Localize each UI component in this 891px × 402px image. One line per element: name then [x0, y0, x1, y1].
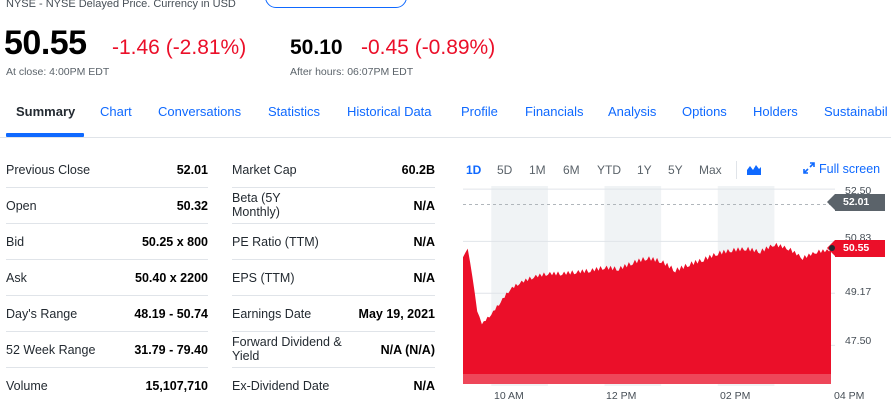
table-row: 52 Week Range 31.79 - 79.40: [6, 332, 208, 368]
price-chart[interactable]: [463, 186, 835, 386]
tab-conversations[interactable]: Conversations: [158, 104, 242, 119]
stat-label: Earnings Date: [232, 307, 312, 321]
range-5d-button[interactable]: 5D: [497, 163, 513, 177]
quote-tabs: Summary Chart Conversations Statistics H…: [0, 98, 891, 138]
stat-value: N/A: [413, 379, 435, 393]
range-6m-button[interactable]: 6M: [563, 163, 580, 177]
stat-value: N/A: [413, 235, 435, 249]
x-tick-label: 02 PM: [720, 390, 751, 402]
y-tick-label: 49.17: [845, 286, 872, 298]
price-area: [463, 242, 831, 384]
stat-value: 50.25 x 800: [141, 235, 208, 249]
stat-value: N/A: [413, 271, 435, 285]
expand-arrows-icon: [803, 162, 815, 174]
stat-value: 52.01: [176, 163, 208, 177]
stat-label: 52 Week Range: [6, 343, 96, 357]
table-row: Day's Range 48.19 - 50.74: [6, 296, 208, 332]
x-tick-label: 12 PM: [606, 390, 637, 402]
stat-label: Beta (5Y Monthly): [232, 191, 281, 219]
after-hours-change: -0.45 (-0.89%): [361, 36, 496, 59]
current-price: 50.55: [4, 24, 87, 62]
stat-label: PE Ratio (TTM): [232, 235, 319, 249]
range-5y-button[interactable]: 5Y: [668, 163, 683, 177]
stat-value: N/A: [413, 199, 435, 213]
stat-value: 50.40 x 2200: [135, 271, 208, 285]
range-max-button[interactable]: Max: [699, 163, 722, 177]
table-row: Market Cap 60.2B: [232, 152, 435, 188]
tab-sustainability[interactable]: Sustainabil: [824, 104, 888, 119]
tab-analysis[interactable]: Analysis: [608, 104, 657, 119]
stat-value: 60.2B: [401, 163, 435, 177]
follow-button[interactable]: [265, 0, 407, 8]
stat-label: Ex-Dividend Date: [232, 379, 330, 393]
table-row: Volume 15,107,710: [6, 368, 208, 402]
stat-label: Open: [6, 199, 37, 213]
fullscreen-label: Full screen: [819, 162, 881, 176]
range-1m-button[interactable]: 1M: [529, 163, 546, 177]
table-row: Ask 50.40 x 2200: [6, 260, 208, 296]
stat-value: May 19, 2021: [358, 307, 435, 321]
tab-statistics[interactable]: Statistics: [268, 104, 321, 119]
stat-value: N/A (N/A): [380, 343, 435, 357]
range-1y-button[interactable]: 1Y: [637, 163, 652, 177]
table-row: Bid 50.25 x 800: [6, 224, 208, 260]
volume-bars: [463, 374, 831, 384]
range-1d-button[interactable]: 1D: [466, 163, 482, 177]
tab-financials[interactable]: Financials: [525, 104, 584, 119]
price-change: -1.46 (-2.81%): [112, 36, 247, 59]
after-hours-time: After hours: 06:07PM EDT: [290, 66, 414, 78]
table-row: Beta (5Y Monthly) N/A: [232, 188, 435, 224]
controls-divider: [736, 161, 737, 179]
stat-label: Bid: [6, 235, 25, 249]
table-row: Earnings Date May 19, 2021: [232, 296, 435, 332]
tab-summary[interactable]: Summary: [16, 104, 76, 119]
fullscreen-button[interactable]: Full screen: [803, 162, 880, 176]
tab-chart[interactable]: Chart: [100, 104, 132, 119]
after-hours-price: 50.10: [290, 36, 343, 59]
tab-historical-data[interactable]: Historical Data: [347, 104, 432, 119]
table-row: Forward Dividend & Yield N/A (N/A): [232, 332, 435, 368]
x-tick-label: 10 AM: [494, 390, 524, 402]
last-price-dot: [829, 245, 835, 251]
stat-value: 15,107,710: [145, 379, 208, 393]
stat-label: Day's Range: [6, 307, 78, 321]
x-tick-label: 04 PM: [834, 390, 865, 402]
exchange-info: NYSE - NYSE Delayed Price. Currency in U…: [6, 0, 236, 10]
last-price-flag: 50.55: [827, 240, 885, 257]
table-row: PE Ratio (TTM) N/A: [232, 224, 435, 260]
stat-value: 31.79 - 79.40: [134, 343, 208, 357]
close-time: At close: 4:00PM EDT: [6, 66, 110, 78]
mountain-chart-icon[interactable]: [747, 163, 761, 175]
table-row: Previous Close 52.01: [6, 152, 208, 188]
stat-label: EPS (TTM): [232, 271, 295, 285]
tab-options[interactable]: Options: [682, 104, 727, 119]
tab-holders[interactable]: Holders: [753, 104, 798, 119]
tab-profile[interactable]: Profile: [461, 104, 498, 119]
stat-label: Volume: [6, 379, 48, 393]
stat-label: Market Cap: [232, 163, 297, 177]
active-tab-indicator: [6, 133, 84, 137]
y-tick-label: 47.50: [845, 335, 872, 347]
stat-label: Ask: [6, 271, 27, 285]
table-row: Open 50.32: [6, 188, 208, 224]
table-row: EPS (TTM) N/A: [232, 260, 435, 296]
stat-value: 48.19 - 50.74: [134, 307, 208, 321]
table-row: Ex-Dividend Date N/A: [232, 368, 435, 402]
stat-label: Forward Dividend & Yield: [232, 335, 342, 363]
previous-close-flag: 52.01: [827, 194, 885, 211]
stat-label: Previous Close: [6, 163, 91, 177]
range-ytd-button[interactable]: YTD: [597, 163, 621, 177]
stat-value: 50.32: [176, 199, 208, 213]
